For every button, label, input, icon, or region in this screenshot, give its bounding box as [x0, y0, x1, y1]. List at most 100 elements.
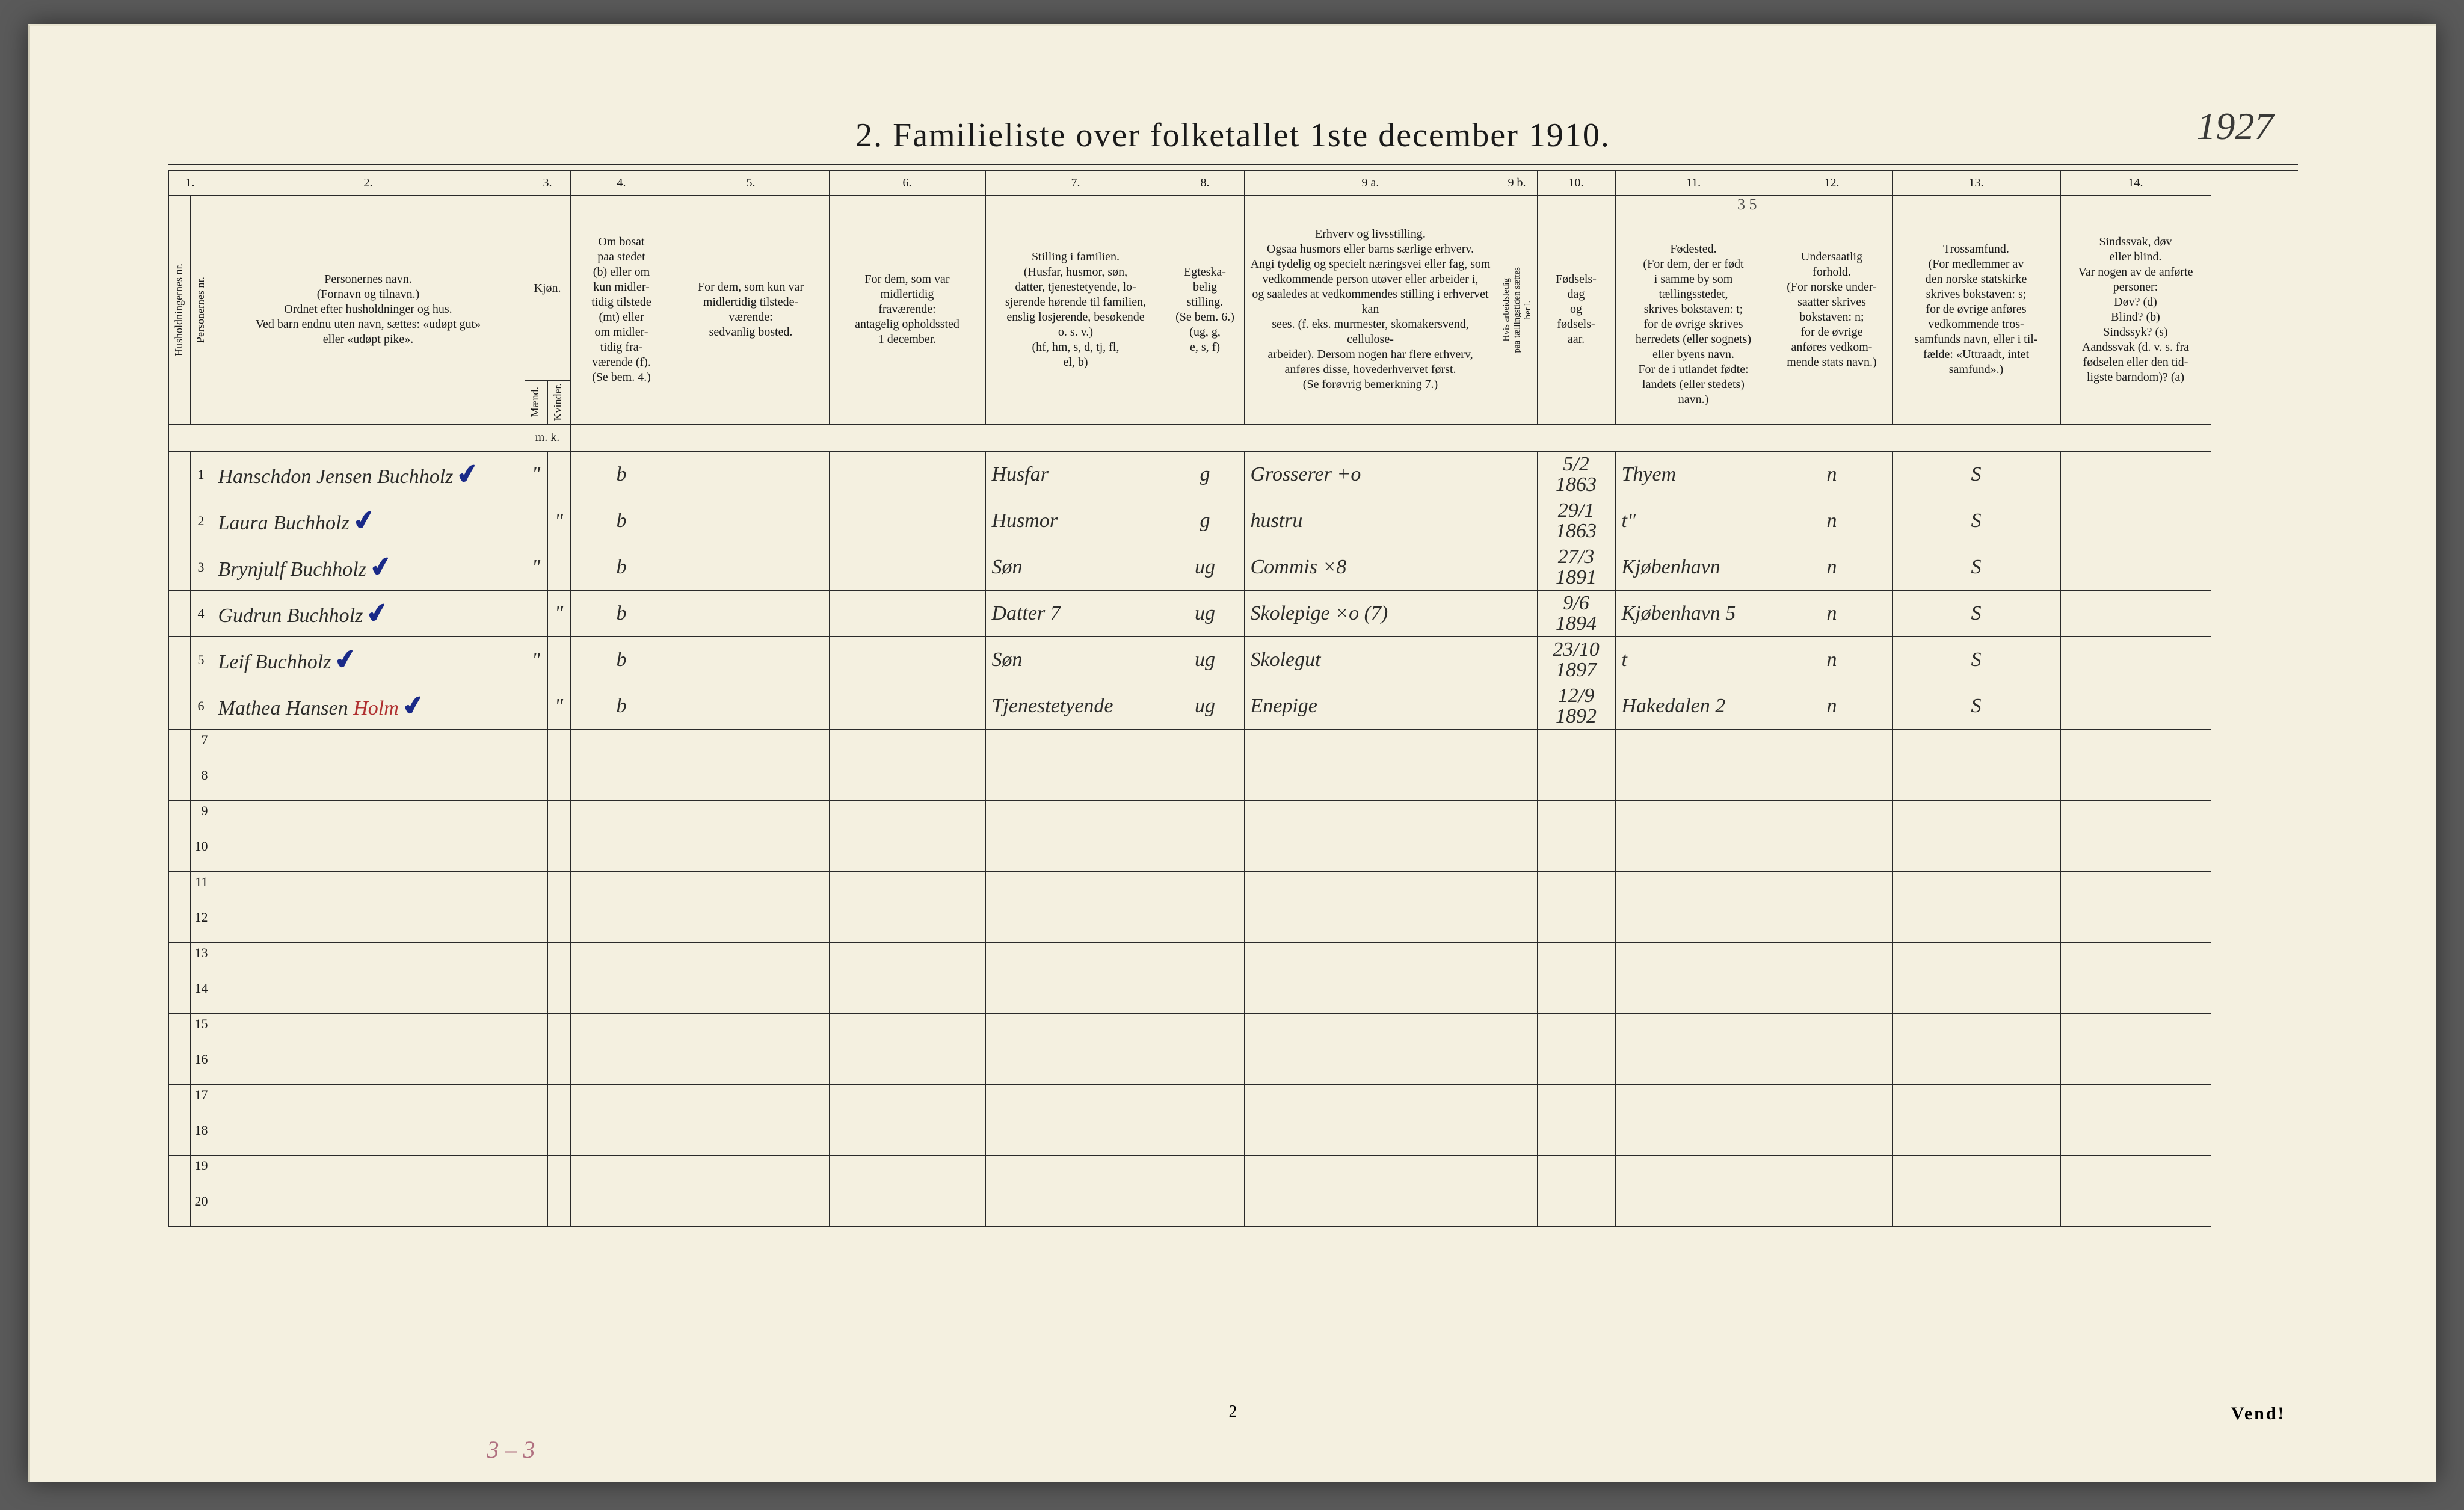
cell-empty [1166, 836, 1244, 871]
handwritten-value: Kjøbenhavn 5 [1622, 602, 1736, 624]
hw-ditto: " [555, 510, 563, 532]
cell-empty [1497, 765, 1537, 800]
cell-trossamfund: S [1892, 451, 2060, 498]
cell-fodselsdag: 5/2 1863 [1537, 451, 1615, 498]
cell-arbeidsledig [1497, 544, 1537, 590]
handwritten-value: Grosserer +o [1251, 463, 1361, 485]
handwritten-name: Gudrun Buchholz [218, 605, 363, 627]
cell-hush-nr [168, 765, 190, 800]
census-table: 1. 2. 3. 4. 5. 6. 7. 8. 9 a. 9 b. 10. 11… [168, 170, 2211, 1227]
cell-empty [212, 1084, 525, 1120]
cell-midl-fravaer [829, 683, 985, 729]
cell-empty [1244, 907, 1497, 942]
cell-empty [985, 1084, 1166, 1120]
cell-empty [829, 1191, 985, 1226]
cell-person-nr: 9 [190, 800, 212, 836]
handwritten-value: Hakedalen 2 [1622, 695, 1726, 717]
cell-empty [673, 1155, 829, 1191]
hdr-fodselsdag: Fødsels- dag og fødsels- aar. [1537, 196, 1615, 424]
cell-empty [570, 729, 673, 765]
cell-stilling-familien: Tjenestetyende [985, 683, 1166, 729]
cell-stilling-familien: Søn [985, 544, 1166, 590]
cell-empty [1892, 871, 2060, 907]
census-page: 2. Familieliste over folketallet 1ste de… [28, 24, 2436, 1482]
cell-undersaatlig: n [1772, 498, 1892, 544]
colnum-14: 14. [2060, 171, 2211, 196]
cell-empty [1615, 729, 1772, 765]
cell-person-nr: 6 [190, 683, 212, 729]
cell-empty [547, 800, 570, 836]
cell-empty [1892, 1120, 2060, 1155]
handwritten-value: n [1827, 556, 1837, 578]
cell-kvinder: " [547, 498, 570, 544]
cell-empty [525, 729, 547, 765]
cell-undersaatlig: n [1772, 451, 1892, 498]
cell-bosat: b [570, 590, 673, 636]
cell-empty [525, 942, 547, 978]
cell-midl-tilstede [673, 590, 829, 636]
cell-empty [570, 1191, 673, 1226]
cell-empty [673, 729, 829, 765]
cell-erhverv: Grosserer +o [1244, 451, 1497, 498]
cell-empty [1244, 1084, 1497, 1120]
cell-empty [1166, 871, 1244, 907]
checkmark-icon: ✔ [351, 504, 378, 538]
cell-empty [1244, 942, 1497, 978]
cell-empty [1772, 729, 1892, 765]
cell-empty [525, 765, 547, 800]
cell-empty [1892, 1191, 2060, 1226]
cell-empty [525, 871, 547, 907]
cell-empty [1244, 729, 1497, 765]
cell-kvinder [547, 544, 570, 590]
table-row-empty: 10 [168, 836, 2211, 871]
cell-empty [525, 907, 547, 942]
colnum-2: 2. [212, 171, 525, 196]
cell-trossamfund: S [1892, 544, 2060, 590]
page-number: 2 [1229, 1402, 1237, 1422]
cell-empty [1772, 1120, 1892, 1155]
page-title: 2. Familieliste over folketallet 1ste de… [30, 116, 2436, 155]
cell-empty [1244, 765, 1497, 800]
table-row: 2Laura Buchholz✔"bHusmorghustru29/1 1863… [168, 498, 2211, 544]
cell-empty [1244, 1120, 1497, 1155]
cell-empty [1497, 800, 1537, 836]
cell-empty [547, 871, 570, 907]
colnum-7: 7. [985, 171, 1166, 196]
handwritten-name: Mathea Hansen [218, 697, 348, 720]
cell-empty [212, 1155, 525, 1191]
cell-empty [1166, 1155, 1244, 1191]
cell-empty [547, 1013, 570, 1049]
cell-empty [1166, 907, 1244, 942]
cell-empty [547, 1049, 570, 1084]
cell-empty [2060, 1155, 2211, 1191]
cell-egteskab: g [1166, 498, 1244, 544]
cell-empty [547, 729, 570, 765]
cell-empty [570, 942, 673, 978]
cell-empty [547, 836, 570, 871]
handwritten-value: n [1827, 695, 1837, 717]
cell-empty [2060, 1191, 2211, 1226]
cell-empty [829, 1049, 985, 1084]
handwritten-value: n [1827, 649, 1837, 671]
cell-hush-nr [168, 978, 190, 1013]
table-row-empty: 16 [168, 1049, 2211, 1084]
cell-empty [1497, 729, 1537, 765]
cell-empty [1497, 1120, 1537, 1155]
handwritten-value: hustru [1251, 510, 1303, 532]
table-row: 3Brynjulf Buchholz✔"bSønugCommis ×827/3 … [168, 544, 2211, 590]
cell-empty [985, 1120, 1166, 1155]
hdr-fodested-text: Fødested. (For dem, der er født i samme … [1636, 242, 1751, 406]
cell-empty [570, 871, 673, 907]
cell-empty [570, 1120, 673, 1155]
cell-empty [1615, 765, 1772, 800]
cell-empty [547, 1084, 570, 1120]
hdr-husholdning-nr: Husholdningernes nr. [168, 196, 190, 424]
cell-empty [525, 1013, 547, 1049]
cell-empty [985, 1013, 1166, 1049]
cell-empty [1497, 871, 1537, 907]
hdr-navn: Personernes navn. (Fornavn og tilnavn.) … [212, 196, 525, 424]
cell-arbeidsledig [1497, 451, 1537, 498]
handwritten-value: 29/1 1863 [1556, 499, 1597, 542]
cell-hush-nr [168, 1191, 190, 1226]
hdr-midl-fravaer: For dem, som var midlertidig fraværende:… [829, 196, 985, 424]
